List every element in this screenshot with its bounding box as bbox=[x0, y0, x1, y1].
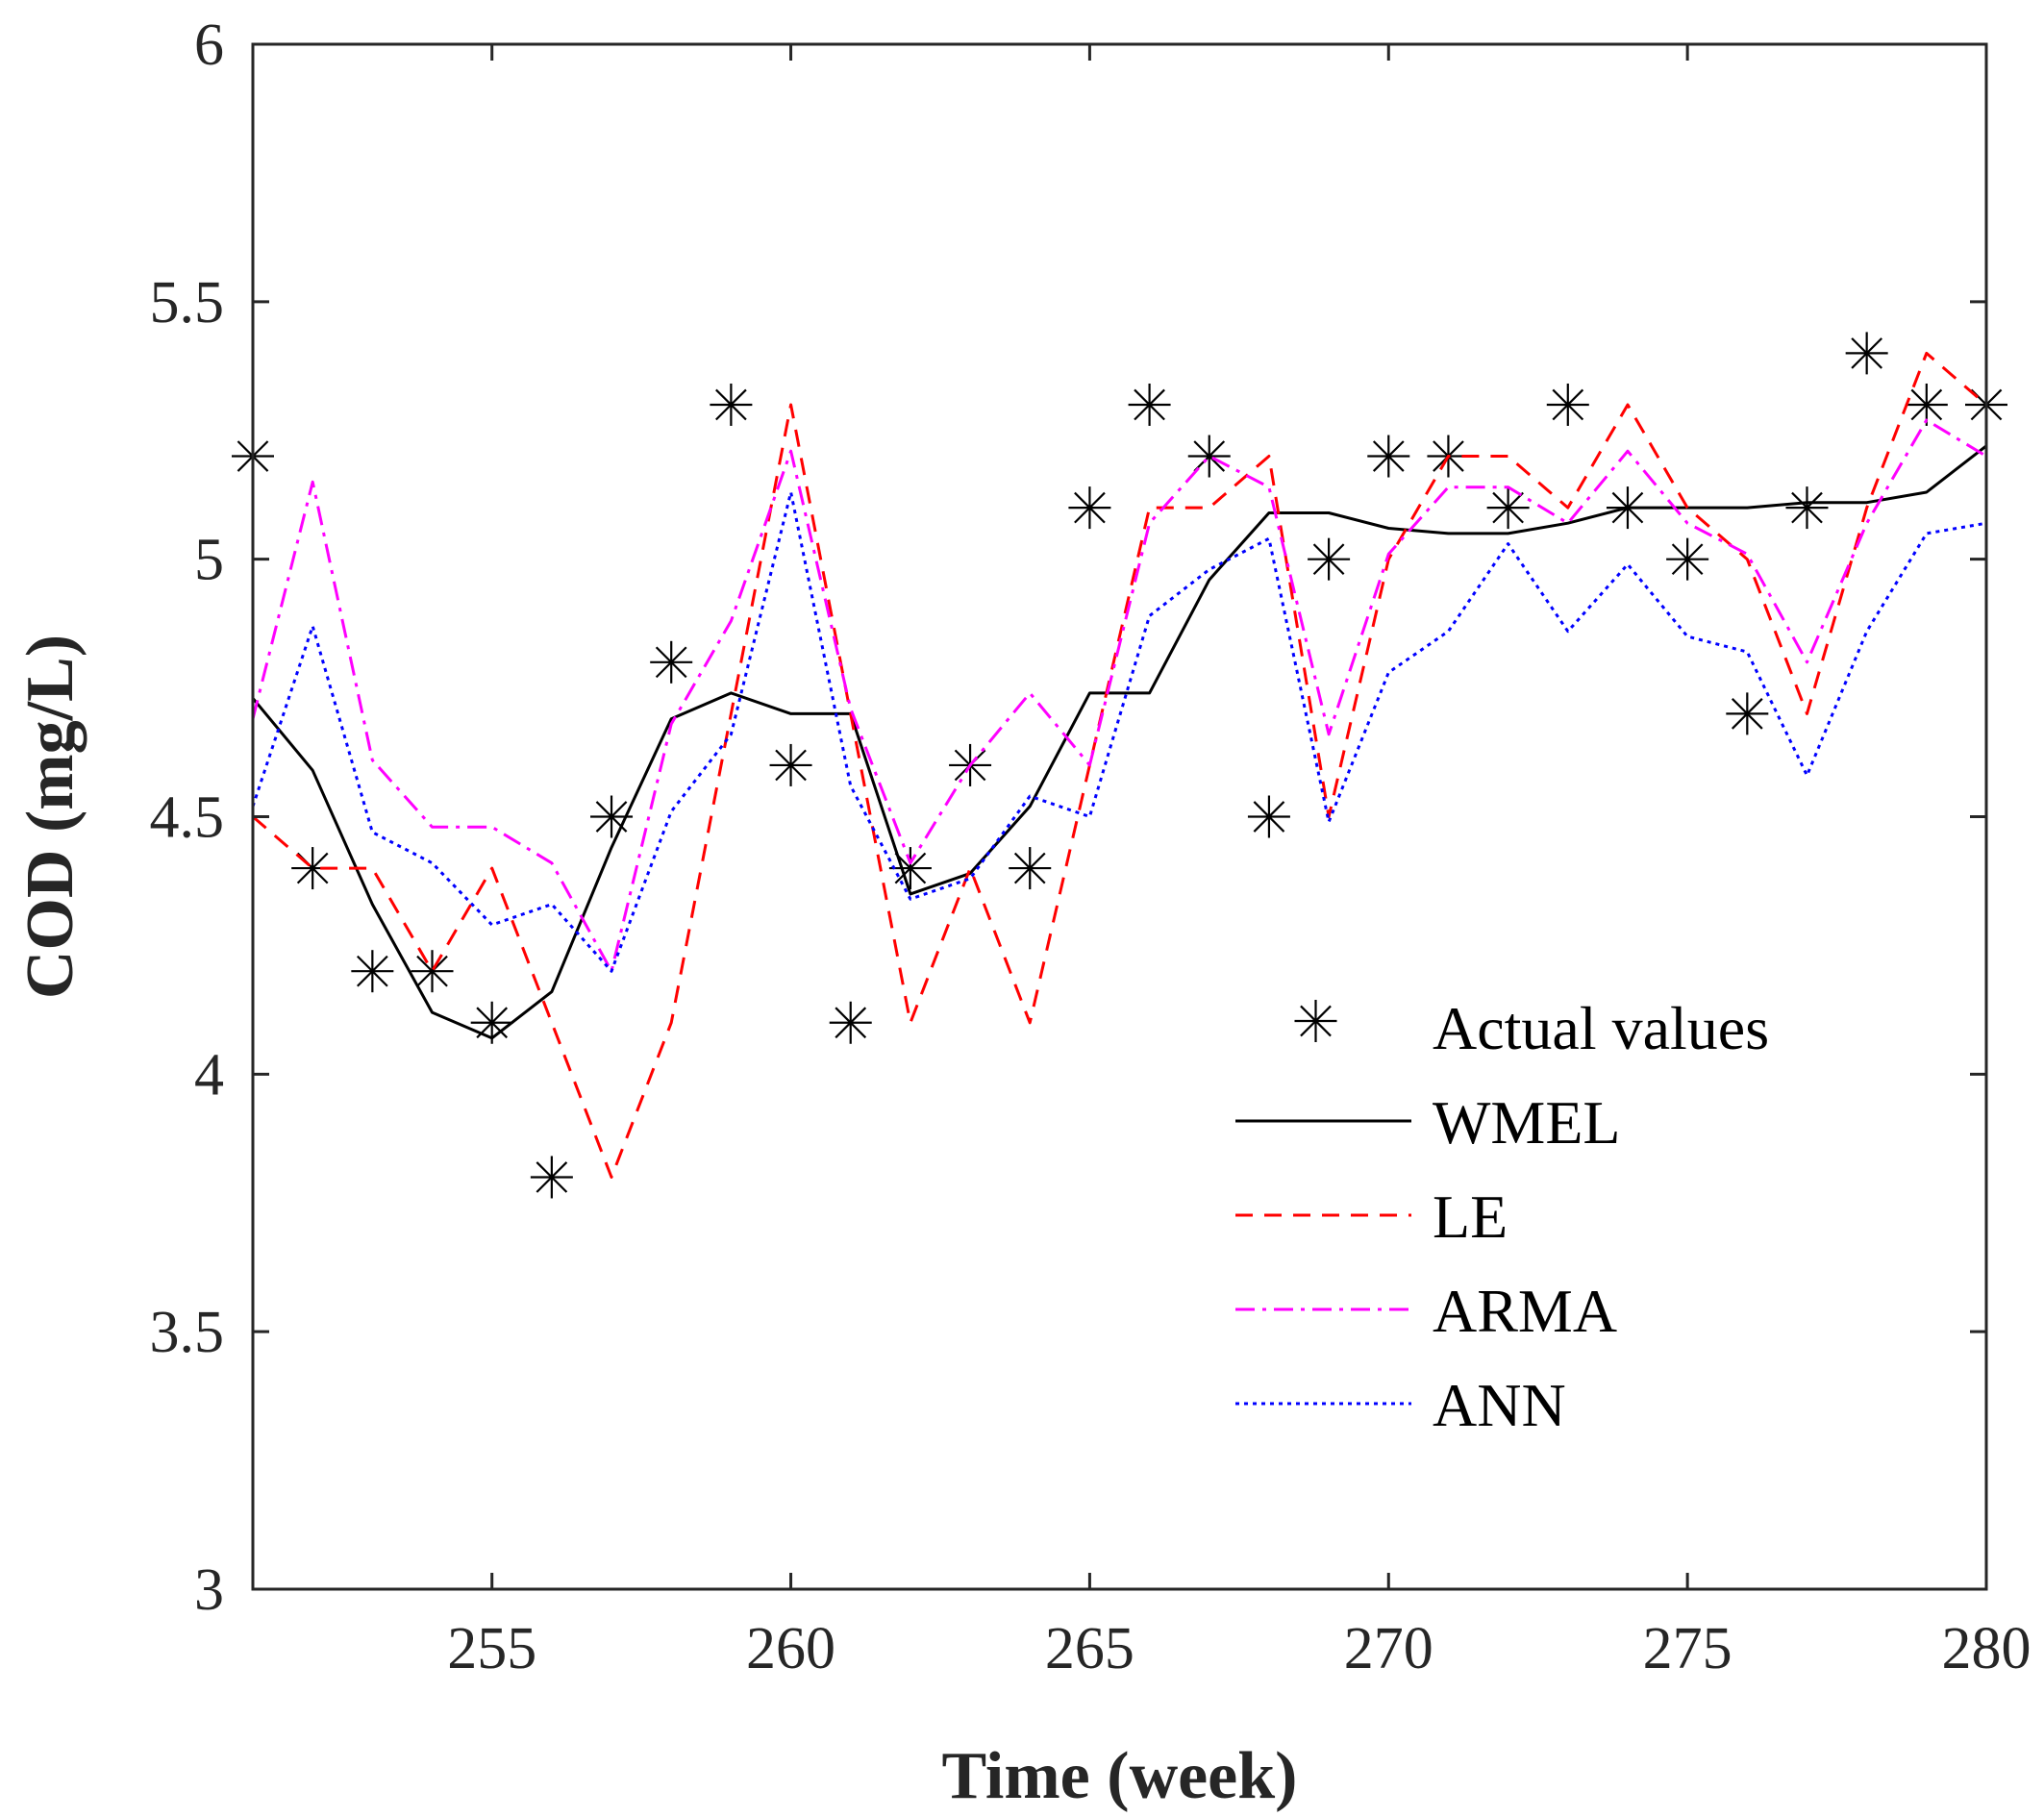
point-actual-values-279-stroke-3 bbox=[1910, 388, 1943, 421]
x-tick-label-270: 270 bbox=[1344, 1616, 1433, 1681]
y-tick-label-4: 4 bbox=[194, 1042, 224, 1108]
point-actual-values-252-stroke-3 bbox=[296, 852, 329, 884]
y-tick-label-5-5: 5.5 bbox=[150, 270, 225, 336]
legend: Actual values WMEL LE ARMA ANN bbox=[1235, 994, 1769, 1439]
point-actual-values-261-stroke-3 bbox=[835, 1007, 867, 1039]
point-actual-values-258 bbox=[650, 640, 693, 684]
y-tick-label-3-5: 3.5 bbox=[150, 1300, 225, 1365]
point-actual-values-268 bbox=[1247, 795, 1290, 838]
legend-label-arma: ARMA bbox=[1433, 1277, 1617, 1345]
point-actual-values-272 bbox=[1486, 486, 1530, 530]
point-actual-values-261 bbox=[829, 1001, 872, 1044]
point-actual-values-276 bbox=[1726, 692, 1769, 735]
point-actual-values-267 bbox=[1187, 435, 1231, 478]
point-actual-values-269 bbox=[1308, 537, 1351, 581]
point-actual-values-257-stroke-3 bbox=[595, 801, 628, 833]
legend-label-ann: ANN bbox=[1433, 1371, 1566, 1439]
point-actual-values-270-stroke-3 bbox=[1372, 440, 1405, 472]
point-actual-values-270 bbox=[1367, 435, 1410, 478]
point-actual-values-278-stroke-3 bbox=[1851, 337, 1882, 369]
point-actual-values-260-stroke-3 bbox=[775, 749, 807, 782]
series-line-le bbox=[252, 351, 1987, 1179]
legend-label-actual-values: Actual values bbox=[1433, 994, 1769, 1062]
point-actual-values-259 bbox=[710, 383, 753, 426]
point-actual-values-262 bbox=[888, 847, 932, 890]
point-actual-values-273 bbox=[1546, 383, 1589, 426]
y-tick-label-3: 3 bbox=[194, 1557, 224, 1623]
point-actual-values-267-stroke-3 bbox=[1193, 440, 1226, 472]
point-actual-values-278 bbox=[1845, 332, 1888, 375]
point-actual-values-277-stroke-3 bbox=[1791, 491, 1823, 524]
point-actual-values-254 bbox=[411, 950, 454, 993]
point-actual-values-266-stroke-3 bbox=[1134, 388, 1165, 421]
x-tick-label-260: 260 bbox=[746, 1616, 835, 1681]
point-actual-values-253 bbox=[351, 950, 394, 993]
point-actual-values-256-stroke-3 bbox=[536, 1161, 568, 1193]
point-actual-values-260 bbox=[769, 743, 812, 786]
point-actual-values-264 bbox=[1009, 847, 1052, 890]
x-tick-label-265: 265 bbox=[1045, 1616, 1134, 1681]
point-actual-values-253-stroke-3 bbox=[357, 955, 388, 987]
series-line-wmel bbox=[251, 444, 1987, 1040]
point-actual-values-264-stroke-3 bbox=[1013, 852, 1046, 884]
x-tick-label-275: 275 bbox=[1643, 1616, 1732, 1681]
point-actual-values-266 bbox=[1128, 383, 1171, 426]
point-actual-values-258-stroke-3 bbox=[655, 646, 687, 679]
point-actual-values-254-stroke-3 bbox=[416, 955, 448, 987]
point-actual-values-277 bbox=[1785, 486, 1829, 530]
legend-marker-actual-values-stroke-3 bbox=[1300, 1005, 1332, 1037]
point-actual-values-272-stroke-3 bbox=[1492, 491, 1524, 524]
x-tick-label-280: 280 bbox=[1942, 1616, 2032, 1681]
point-actual-values-268-stroke-3 bbox=[1253, 801, 1285, 833]
point-actual-values-269-stroke-3 bbox=[1312, 543, 1345, 576]
point-actual-values-259-stroke-3 bbox=[715, 388, 747, 421]
x-axis-title: Time (week) bbox=[942, 1739, 1298, 1813]
x-tick-label-255: 255 bbox=[447, 1616, 536, 1681]
y-tick-label-5: 5 bbox=[194, 528, 224, 593]
point-actual-values-273-stroke-3 bbox=[1552, 388, 1584, 421]
point-actual-values-275 bbox=[1666, 537, 1709, 581]
point-actual-values-265 bbox=[1068, 486, 1111, 530]
series-line-arma bbox=[251, 418, 1987, 973]
legend-marker-actual-values bbox=[1294, 1000, 1337, 1042]
point-actual-values-276-stroke-3 bbox=[1731, 698, 1763, 730]
point-actual-values-265-stroke-3 bbox=[1074, 491, 1106, 524]
point-actual-values-262-stroke-3 bbox=[894, 852, 927, 884]
legend-label-le: LE bbox=[1433, 1182, 1508, 1251]
point-actual-values-256 bbox=[530, 1156, 573, 1199]
point-actual-values-275-stroke-3 bbox=[1671, 543, 1704, 576]
legend-label-wmel: WMEL bbox=[1433, 1088, 1621, 1157]
y-tick-label-4-5: 4.5 bbox=[150, 785, 225, 851]
axis-ticks: 255 260 265 270 275 280 3 3.5 4 4.5 5 5.5 6 bbox=[150, 12, 2032, 1681]
y-axis-title: COD (mg/L) bbox=[13, 635, 87, 999]
y-tick-label-6: 6 bbox=[194, 12, 224, 78]
